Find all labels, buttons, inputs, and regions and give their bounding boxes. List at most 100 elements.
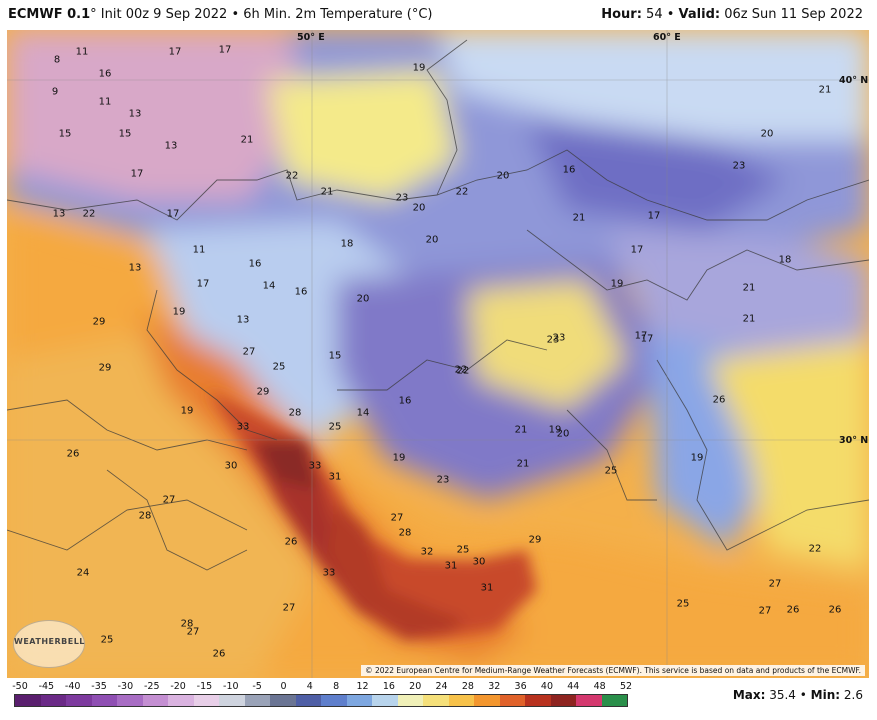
coord-60e: 60° E <box>653 32 681 43</box>
temperature-value-label: 14 <box>262 280 276 292</box>
colorbar-tick-label: -5 <box>252 681 262 692</box>
colorbar-tick-label: -20 <box>170 681 186 692</box>
temperature-value-label: 28 <box>398 527 412 539</box>
valid-label: Valid: <box>678 7 721 22</box>
temperature-value-label: 27 <box>162 494 176 506</box>
temperature-value-label: 13 <box>236 314 250 326</box>
temperature-value-label: 20 <box>556 428 570 440</box>
temperature-value-label: 23 <box>552 332 566 344</box>
colorbar-segment <box>397 695 423 706</box>
temperature-value-label: 21 <box>818 84 832 96</box>
colorbar-segment <box>321 695 347 706</box>
temperature-value-label: 16 <box>294 286 308 298</box>
graticule <box>7 30 869 678</box>
temperature-value-label: 17 <box>634 330 648 342</box>
temperature-value-label: 28 <box>138 510 152 522</box>
weatherbell-logo: WEATHERBELL <box>13 620 85 668</box>
temperature-value-label: 26 <box>66 448 80 460</box>
temperature-value-label: 17 <box>630 244 644 256</box>
temperature-value-label: 26 <box>828 604 842 616</box>
temperature-value-label: 16 <box>248 258 262 270</box>
temperature-value-label: 19 <box>392 452 406 464</box>
temperature-value-label: 19 <box>172 306 186 318</box>
colorbar-segment <box>601 695 627 706</box>
valid-time: Hour: 54 • Valid: 06z Sun 11 Sep 2022 <box>601 7 863 22</box>
min-value: 2.6 <box>843 688 863 702</box>
temperature-value-label: 13 <box>164 140 178 152</box>
temperature-value-label: 21 <box>240 134 254 146</box>
colorbar-tick-label: -25 <box>143 681 160 692</box>
temperature-value-label: 22 <box>455 186 469 198</box>
temperature-value-label: 15 <box>58 128 72 140</box>
temperature-value-label: 15 <box>118 128 132 140</box>
temperature-value-label: 19 <box>690 452 704 464</box>
temperature-value-label: 22 <box>454 364 468 376</box>
temperature-value-label: 29 <box>256 386 270 398</box>
temperature-value-label: 25 <box>456 544 470 556</box>
colorbar <box>14 694 628 707</box>
temperature-value-label: 27 <box>390 512 404 524</box>
temperature-value-label: 19 <box>180 405 194 417</box>
colorbar-tick-label: 24 <box>435 681 448 692</box>
temperature-value-label: 22 <box>82 208 96 220</box>
temperature-value-label: 20 <box>412 202 426 214</box>
temperature-value-label: 14 <box>356 407 370 419</box>
colorbar-tick-label: -35 <box>91 681 107 692</box>
colorbar-segment <box>576 695 602 706</box>
temperature-value-label: 8 <box>53 54 61 66</box>
colorbar-segment <box>219 695 245 706</box>
temperature-value-label: 18 <box>340 238 354 250</box>
temperature-value-label: 20 <box>356 293 370 305</box>
temperature-value-label: 19 <box>548 424 562 436</box>
colorbar-tick-label: 52 <box>619 681 633 692</box>
temperature-value-label: 11 <box>75 46 89 58</box>
temperature-value-label: 26 <box>212 648 226 660</box>
temperature-value-label: 21 <box>514 424 528 436</box>
temperature-value-label: 17 <box>166 208 180 220</box>
bullet: • <box>666 7 675 22</box>
ecmwf-credit: © 2022 European Centre for Medium-Range … <box>361 665 865 676</box>
temperature-value-label: 17 <box>218 44 232 56</box>
colorbar-tick-label: 40 <box>540 681 553 692</box>
temperature-value-label: 13 <box>52 208 66 220</box>
temperature-value-label: 13 <box>128 108 142 120</box>
colorbar-tick-label: -45 <box>38 681 55 692</box>
colorbar-tick-label: 20 <box>409 681 422 692</box>
temperature-value-label: 11 <box>98 96 112 108</box>
valid-value: 06z Sun 11 Sep 2022 <box>724 7 863 22</box>
temperature-value-label: 19 <box>610 278 624 290</box>
temperature-value-label: 29 <box>528 534 542 546</box>
colorbar-segment <box>117 695 143 706</box>
title-text: Init 00z 9 Sep 2022 • 6h Min. 2m Tempera… <box>96 7 433 22</box>
temperature-value-label: 16 <box>98 68 112 80</box>
colorbar-segment <box>474 695 500 706</box>
temperature-value-label: 25 <box>328 421 342 433</box>
colorbar-segment <box>372 695 398 706</box>
temperature-value-label: 20 <box>425 234 439 246</box>
temperature-value-label: 23 <box>732 160 746 172</box>
temperature-value-label: 21 <box>742 313 756 325</box>
colorbar-tick-label: 8 <box>333 681 340 692</box>
temperature-value-label: 27 <box>242 346 256 358</box>
temperature-value-label: 29 <box>92 316 106 328</box>
temperature-value-label: 13 <box>128 262 142 274</box>
max-value: 35.4 <box>769 688 796 702</box>
coord-50e: 50° E <box>297 32 325 43</box>
temperature-value-label: 23 <box>546 334 560 346</box>
temperature-value-label: 20 <box>760 128 774 140</box>
colorbar-segment <box>499 695 525 706</box>
colorbar-segment <box>244 695 270 706</box>
model-name: ECMWF 0.1 <box>8 7 91 22</box>
stats-sep: • <box>799 688 807 702</box>
coord-30n: 30° N <box>839 435 869 446</box>
max-min-stats: Max: 35.4 • Min: 2.6 <box>733 688 863 702</box>
logo-text: WEATHERBELL <box>14 637 85 646</box>
temperature-value-label: 33 <box>236 421 250 433</box>
colorbar-tick-label: 28 <box>461 681 474 692</box>
temperature-value-label: 32 <box>420 546 434 558</box>
colorbar-segment <box>295 695 321 706</box>
temperature-value-label: 33 <box>322 567 336 579</box>
temperature-value-label: 20 <box>496 170 510 182</box>
colorbar-segment <box>525 695 551 706</box>
temperature-value-label: 28 <box>180 618 194 630</box>
